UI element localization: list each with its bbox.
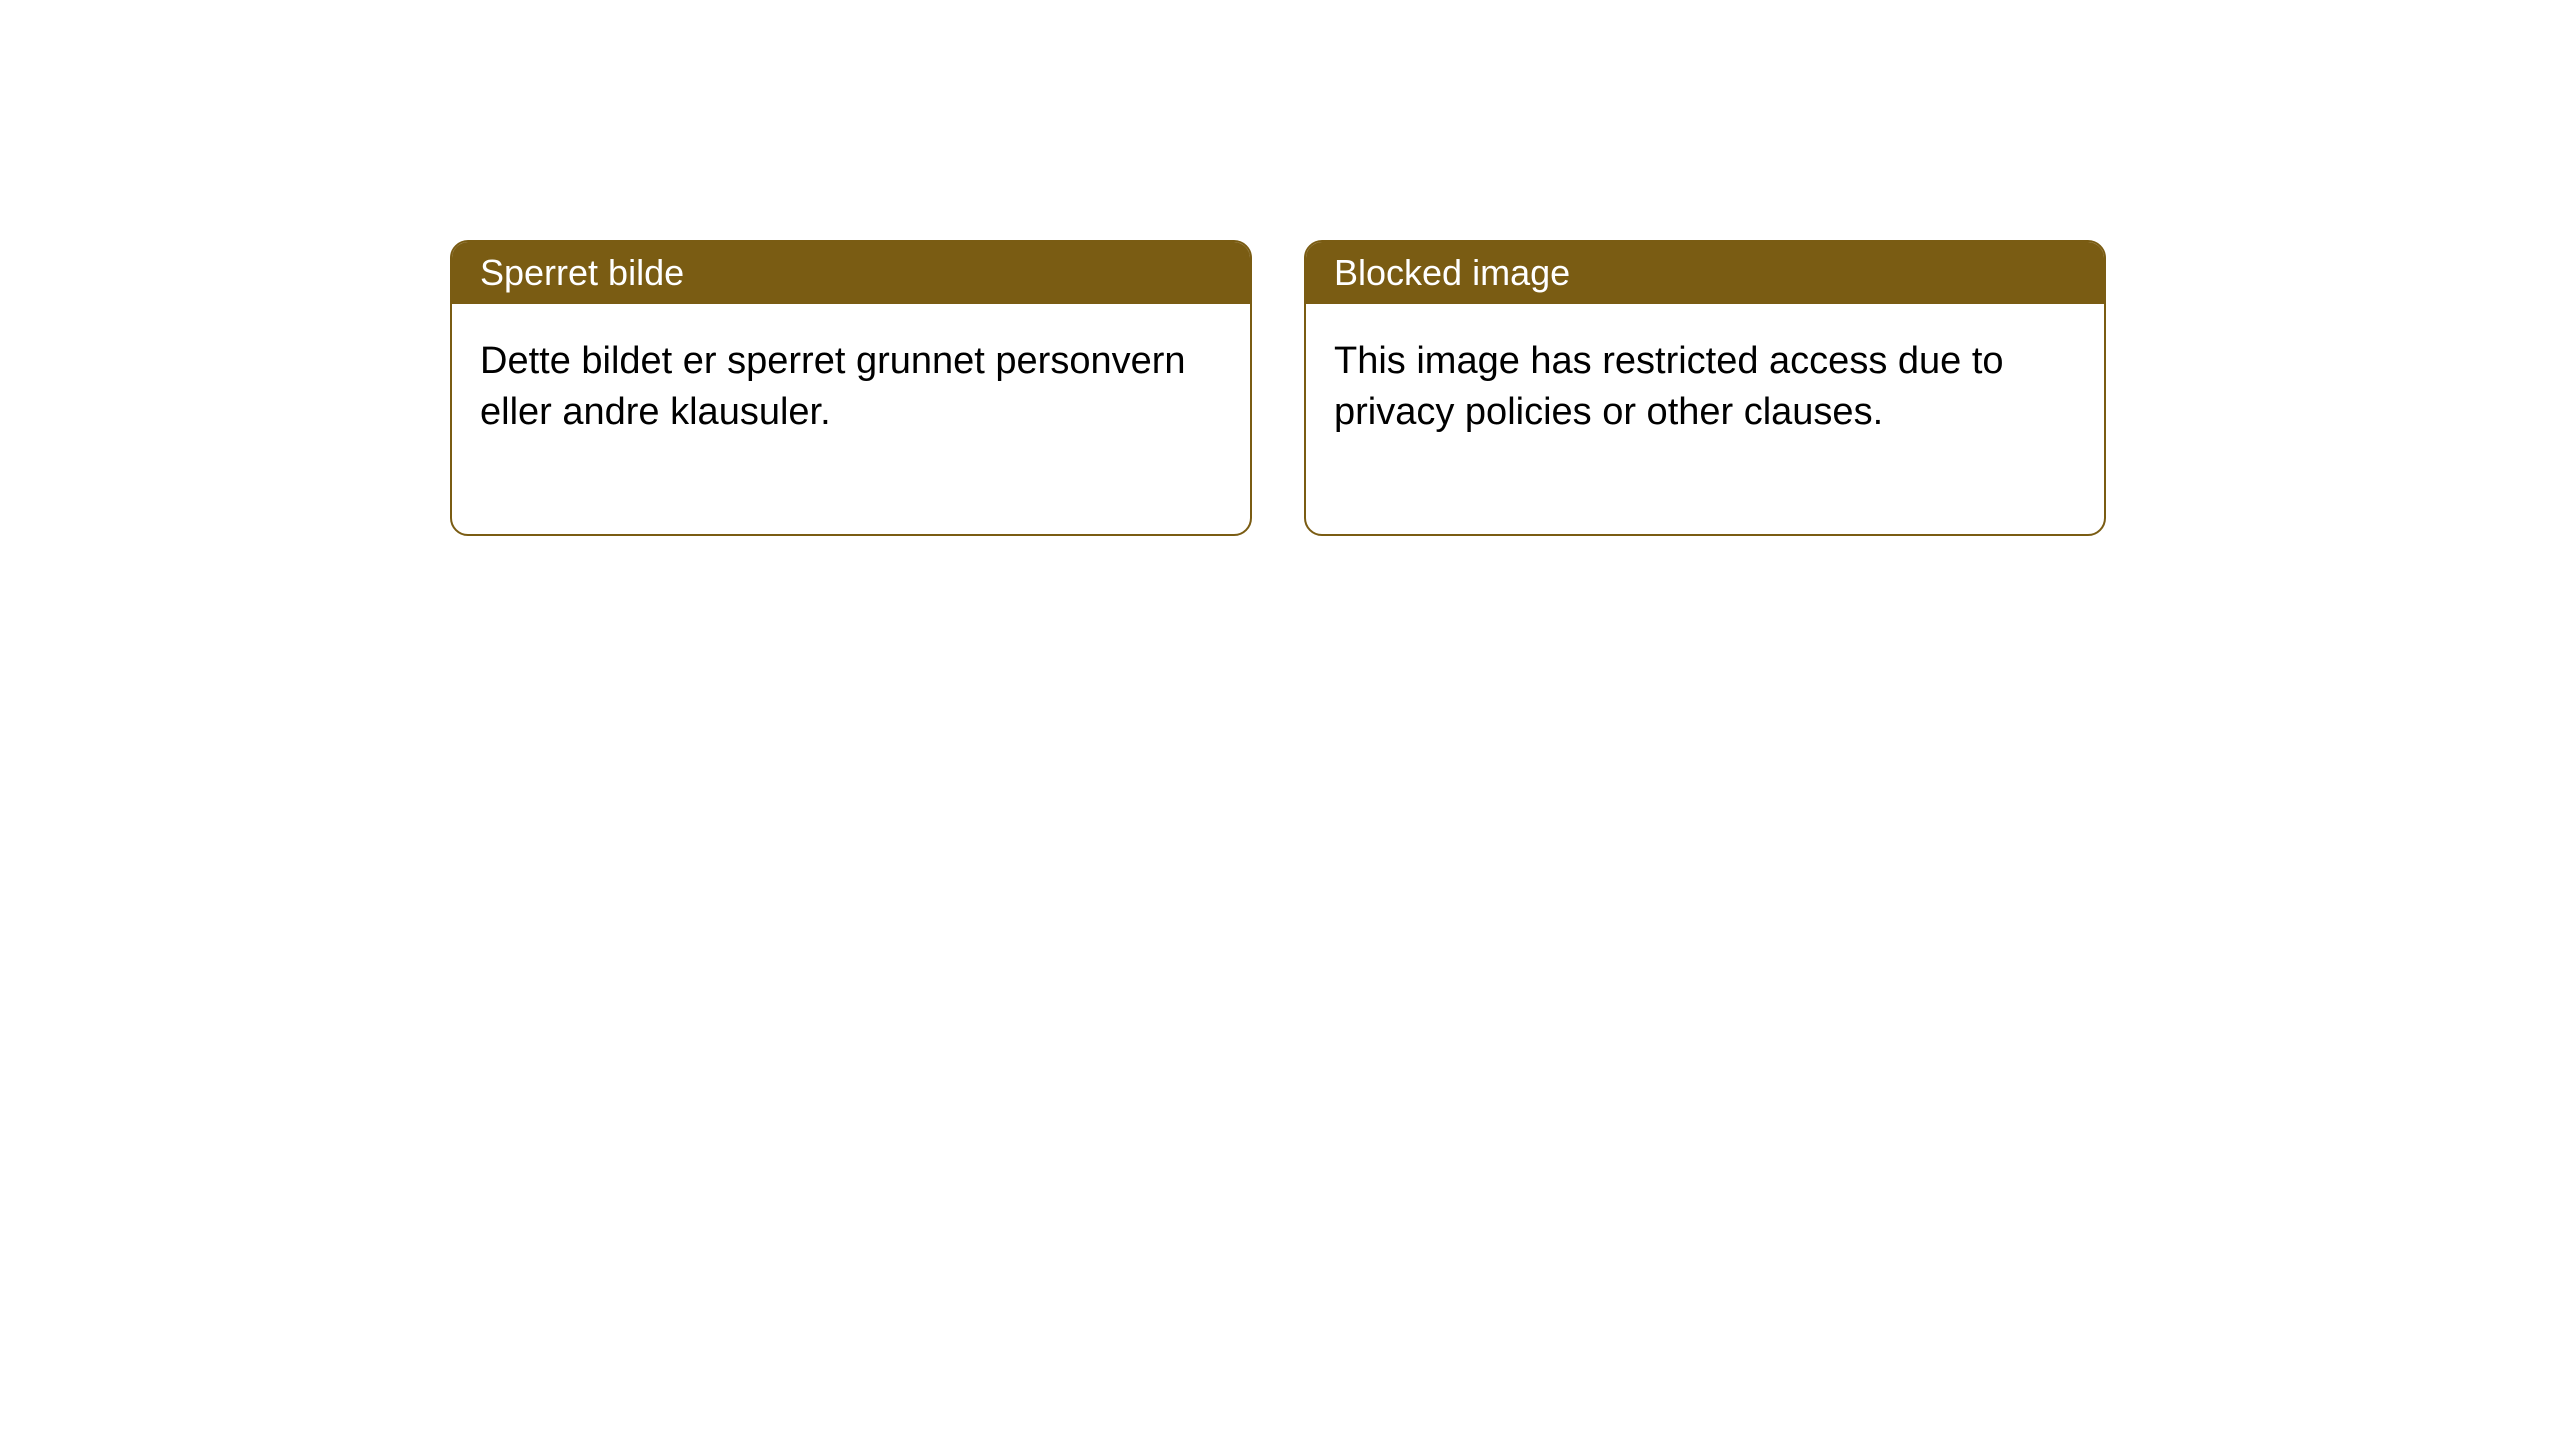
notice-text: Dette bildet er sperret grunnet personve…	[480, 340, 1186, 433]
notice-body: This image has restricted access due to …	[1306, 304, 2104, 534]
notice-card-norwegian: Sperret bilde Dette bildet er sperret gr…	[450, 240, 1252, 536]
notice-body: Dette bildet er sperret grunnet personve…	[452, 304, 1250, 534]
notice-cards-container: Sperret bilde Dette bildet er sperret gr…	[450, 240, 2106, 536]
notice-card-english: Blocked image This image has restricted …	[1304, 240, 2106, 536]
notice-header: Blocked image	[1306, 242, 2104, 304]
notice-title: Blocked image	[1334, 252, 1570, 293]
notice-title: Sperret bilde	[480, 252, 684, 293]
notice-header: Sperret bilde	[452, 242, 1250, 304]
notice-text: This image has restricted access due to …	[1334, 340, 2004, 433]
